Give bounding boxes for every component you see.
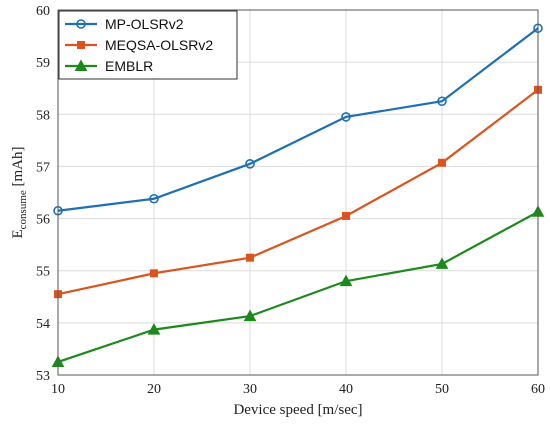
legend: MP-OLSRv2 MEQSA-OLSRv2 EMBLR (58, 10, 238, 80)
legend-label: MEQSA-OLSRv2 (105, 37, 213, 53)
data-point (243, 309, 257, 322)
x-tick-label: 10 (51, 382, 65, 397)
legend-swatch-marker (77, 41, 85, 49)
legend-swatch-marker (76, 19, 86, 29)
series-line-2 (57, 210, 539, 364)
x-tick-labels: 10 20 30 40 50 60 (51, 382, 545, 397)
x-axis-label: Device speed [m/sec] (233, 402, 362, 418)
data-point (245, 159, 255, 169)
y-tick-label: 59 (36, 56, 50, 71)
y-tick-label: 54 (36, 317, 50, 332)
x-tick-label: 40 (339, 382, 353, 397)
y-tick-label: 58 (36, 108, 50, 123)
data-point (150, 269, 158, 278)
x-tick-label: 50 (435, 382, 449, 397)
data-point (437, 96, 447, 107)
data-point (339, 274, 353, 287)
series-line-1 (57, 88, 539, 296)
data-point (438, 158, 446, 167)
legend-label: MP-OLSRv2 (105, 16, 184, 32)
x-tick-label: 30 (243, 382, 257, 397)
data-point (149, 193, 159, 204)
data-point (341, 112, 351, 122)
data-point (342, 211, 350, 220)
data-point (147, 323, 161, 335)
x-tick-label: 60 (531, 382, 545, 397)
y-axis-label-subscript: consume (17, 190, 29, 229)
data-point (435, 257, 449, 269)
y-tick-label: 56 (36, 213, 50, 228)
plot-frame (57, 9, 539, 376)
x-tick-label: 20 (147, 382, 161, 397)
y-tick-labels: 53 54 55 56 57 58 59 60 (36, 4, 50, 384)
y-tick-label: 57 (36, 160, 50, 175)
legend-label: EMBLR (105, 58, 153, 74)
series-lines (57, 27, 539, 364)
data-point (246, 253, 254, 262)
y-axis-label-unit: [mAh] (10, 146, 26, 190)
y-axis-label: Econsume [mAh] (10, 146, 29, 238)
legend-swatch-marker (74, 59, 88, 71)
series-line-0 (57, 27, 539, 212)
y-tick-label: 60 (36, 4, 50, 19)
y-tick-label: 55 (36, 265, 50, 280)
y-tick-label: 53 (36, 369, 50, 384)
y-axis-label-main: E (10, 229, 26, 238)
